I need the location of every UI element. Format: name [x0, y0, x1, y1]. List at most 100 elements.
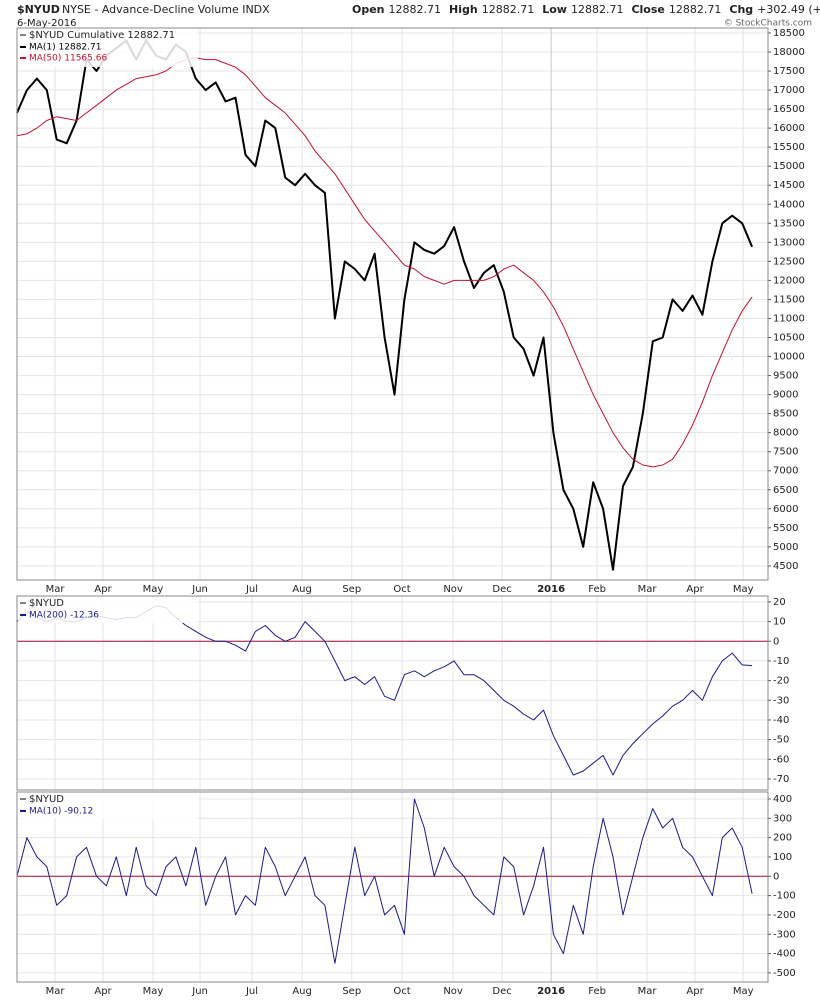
legend-entry: MA(10) -90.12 — [29, 807, 93, 817]
description: NYSE - Advance-Decline Volume INDX — [62, 3, 270, 16]
x-tick-label: Jul — [245, 584, 258, 595]
x-tick-label: Mar — [46, 584, 66, 595]
y-tick-label: 9000 — [773, 390, 798, 401]
quote-label: Chg — [729, 3, 753, 16]
x-tick-label: Mar — [638, 584, 658, 595]
y-tick-label: 14000 — [773, 199, 805, 210]
legend-entry: MA(200) -12.36 — [29, 611, 99, 621]
y-tick-label: -50 — [773, 735, 789, 746]
quote-value: 12882.71 — [389, 3, 442, 16]
y-tick-label: 10500 — [773, 333, 805, 344]
x-tick-label: Feb — [588, 986, 606, 997]
x-tick-label: Nov — [443, 584, 463, 595]
x-tick-label: Feb — [588, 584, 606, 595]
y-tick-label: 16000 — [773, 123, 805, 134]
x-tick-label: Jun — [191, 986, 208, 997]
y-tick-label: 400 — [773, 794, 792, 805]
y-tick-label: -20 — [773, 676, 789, 687]
legend-label: $NYUD Cumulative 12882.71 — [29, 30, 175, 41]
y-tick-label: 100 — [773, 852, 792, 863]
y-tick-label: 4500 — [773, 561, 798, 572]
x-tick-label: May — [143, 584, 164, 595]
y-tick-label: 16500 — [773, 104, 805, 115]
x-tick-label: Aug — [292, 584, 312, 595]
series-line — [16, 798, 753, 964]
x-tick-label: Jun — [191, 584, 208, 595]
quote-label: Open — [352, 3, 385, 16]
x-tick-label: 2016 — [537, 584, 565, 595]
y-tick-label: -10 — [773, 656, 789, 667]
y-tick-label: 10000 — [773, 352, 805, 363]
x-tick-label: Apr — [94, 584, 112, 595]
y-tick-label: 0 — [773, 871, 779, 882]
quote-label: Close — [631, 3, 664, 16]
legend-label: $NYUD — [29, 794, 64, 805]
y-tick-label: -200 — [773, 910, 796, 921]
y-tick-label: 300 — [773, 813, 792, 824]
x-tick-label: Aug — [292, 986, 312, 997]
y-tick-label: -30 — [773, 695, 789, 706]
x-tick-label: Jul — [245, 986, 258, 997]
quote-value: +302.49 (+2.40%) — [757, 3, 820, 16]
y-tick-label: 7500 — [773, 447, 798, 458]
quote-label: High — [449, 3, 478, 16]
y-tick-label: -40 — [773, 715, 789, 726]
y-tick-label: -60 — [773, 754, 789, 765]
panel — [17, 792, 768, 982]
series-line — [16, 57, 753, 468]
y-tick-label: -500 — [773, 968, 796, 979]
legend-label: $NYUD — [29, 598, 64, 609]
quote-value: 12882.71 — [669, 3, 722, 16]
y-tick-label: 11000 — [773, 313, 805, 324]
x-tick-label: Mar — [46, 986, 66, 997]
y-tick-label: 200 — [773, 833, 792, 844]
y-tick-label: 15500 — [773, 142, 805, 153]
legend-box — [18, 597, 198, 623]
panel-frame — [16, 791, 769, 983]
legend-entry: MA(1) 12882.71 — [29, 43, 101, 53]
legend-box — [18, 29, 198, 67]
x-tick-label: Sep — [342, 986, 361, 997]
x-tick-label: Oct — [393, 986, 410, 997]
y-tick-label: -400 — [773, 949, 796, 960]
y-tick-label: 17000 — [773, 85, 805, 96]
y-tick-label: 15000 — [773, 161, 805, 172]
x-tick-label: Mar — [638, 986, 658, 997]
x-tick-label: 2016 — [537, 986, 565, 997]
y-tick-label: 12500 — [773, 256, 805, 267]
y-tick-label: -70 — [773, 774, 789, 785]
quote-value: 12882.71 — [482, 3, 535, 16]
panel-frame — [16, 27, 769, 581]
x-tick-label: May — [733, 986, 754, 997]
symbol: $NYUD — [17, 3, 60, 16]
x-tick-label: Oct — [393, 584, 410, 595]
x-tick-label: Apr — [686, 986, 704, 997]
panel-frame — [16, 595, 769, 791]
x-tick-label: May — [733, 584, 754, 595]
y-tick-label: 5500 — [773, 523, 798, 534]
y-tick-label: 18000 — [773, 47, 805, 58]
x-tick-label: Dec — [492, 986, 511, 997]
y-tick-label: 12000 — [773, 275, 805, 286]
y-tick-label: 5000 — [773, 542, 798, 553]
y-tick-label: 13000 — [773, 237, 805, 248]
y-tick-label: 6000 — [773, 504, 798, 515]
y-tick-label: 9500 — [773, 371, 798, 382]
quote-label: Low — [542, 3, 567, 16]
y-tick-label: 20 — [773, 597, 786, 608]
x-tick-label: May — [143, 986, 164, 997]
legend-entry: MA(50) 11565.66 — [29, 54, 107, 64]
y-tick-label: 17500 — [773, 66, 805, 77]
date: 6-May-2016 — [17, 18, 77, 29]
y-tick-label: 10 — [773, 617, 786, 628]
y-tick-label: 8000 — [773, 428, 798, 439]
y-tick-label: 0 — [773, 636, 779, 647]
y-tick-label: 14500 — [773, 180, 805, 191]
y-tick-label: -300 — [773, 929, 796, 940]
x-tick-label: Nov — [443, 986, 463, 997]
panel — [17, 28, 768, 580]
y-tick-label: 13500 — [773, 218, 805, 229]
y-tick-label: 11500 — [773, 294, 805, 305]
y-tick-label: 7000 — [773, 466, 798, 477]
